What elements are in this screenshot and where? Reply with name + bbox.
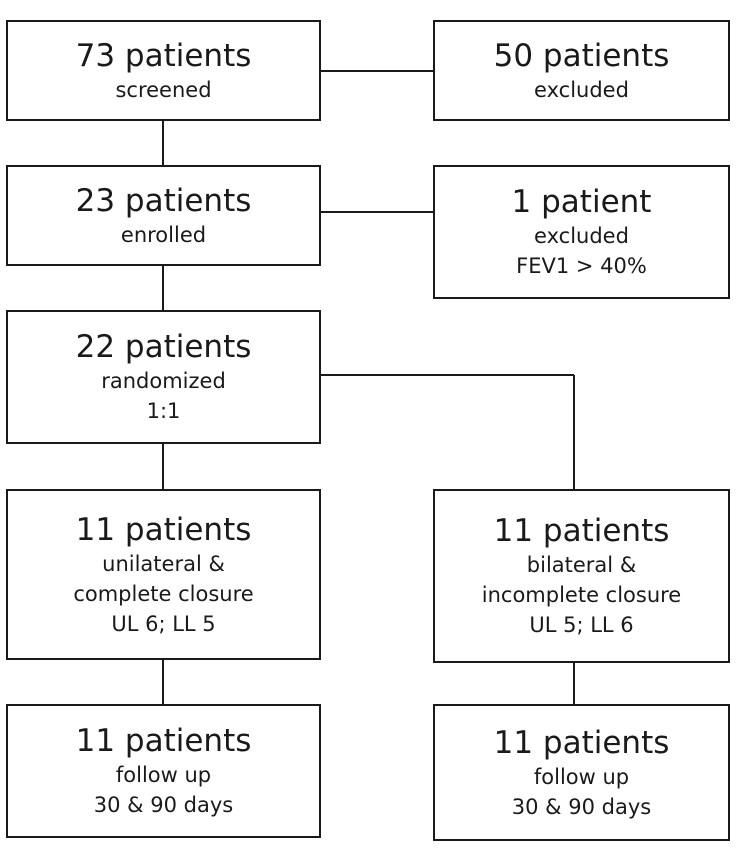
excluded-enrollment-count: 1 patient	[511, 184, 652, 220]
bilateral-followup-days: 30 & 90 days	[511, 794, 652, 819]
bilateral-arm-box: 11 patients bilateral & incomplete closu…	[433, 489, 730, 663]
bilateral-arm-count: 11 patients	[493, 513, 670, 549]
bilateral-followup-count: 11 patients	[493, 724, 670, 761]
screened-box: 73 patients screened	[6, 20, 321, 121]
randomized-count: 22 patients	[75, 329, 252, 365]
unilateral-followup-box: 11 patients follow up 30 & 90 days	[6, 704, 321, 838]
randomized-box: 22 patients randomized 1:1	[6, 310, 321, 444]
unilateral-arm-lobes: UL 6; LL 5	[111, 611, 216, 636]
bilateral-followup-label: follow up	[533, 764, 630, 789]
unilateral-followup-count: 11 patients	[75, 723, 252, 759]
enrolled-box: 23 patients enrolled	[6, 165, 321, 266]
unilateral-arm-label: unilateral &	[102, 551, 225, 576]
unilateral-followup-days: 30 & 90 days	[93, 793, 234, 817]
unilateral-arm-closure: complete closure	[73, 581, 254, 606]
bilateral-arm-lobes: UL 5; LL 6	[529, 613, 634, 637]
excluded-screening-box: 50 patients excluded	[433, 20, 730, 121]
bilateral-arm-label: bilateral &	[526, 553, 637, 577]
bilateral-arm-closure: incomplete closure	[481, 583, 682, 607]
excluded-enrollment-reason: FEV1 > 40%	[516, 254, 647, 278]
randomized-ratio: 1:1	[146, 399, 181, 423]
excluded-enrollment-box: 1 patient excluded FEV1 > 40%	[433, 165, 730, 299]
screened-count: 73 patients	[75, 37, 252, 74]
enrolled-label: enrolled	[120, 222, 207, 247]
unilateral-arm-box: 11 patients unilateral & complete closur…	[6, 489, 321, 660]
randomized-label: randomized	[101, 369, 226, 393]
excluded-screening-count: 50 patients	[493, 37, 670, 74]
screened-label: screened	[115, 77, 212, 102]
unilateral-followup-label: follow up	[115, 763, 212, 787]
excluded-screening-label: excluded	[534, 77, 629, 102]
bilateral-followup-box: 11 patients follow up 30 & 90 days	[433, 704, 730, 841]
enrolled-count: 23 patients	[75, 182, 252, 219]
excluded-enrollment-label: excluded	[534, 224, 629, 248]
unilateral-arm-count: 11 patients	[75, 511, 252, 548]
